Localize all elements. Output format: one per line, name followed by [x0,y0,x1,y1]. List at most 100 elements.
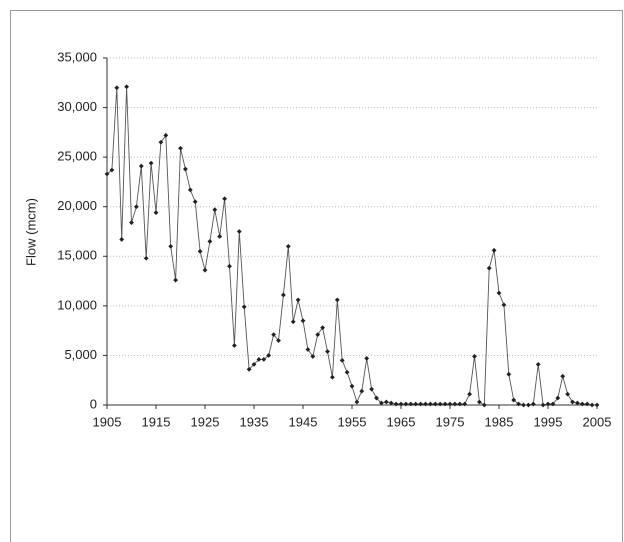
x-tick-label: 1925 [191,414,220,429]
marker [334,297,340,303]
marker [148,160,154,166]
marker [330,374,335,380]
marker [114,85,120,91]
marker [481,402,487,408]
marker [109,167,115,173]
line [106,86,597,406]
marker [261,356,267,362]
marker [227,263,232,269]
marker [315,332,321,338]
marker [138,163,144,169]
x-tick-label: 1985 [485,414,514,429]
x-tick-label: 1955 [338,414,367,429]
marker [398,401,404,407]
y-tick-label: 35,000 [57,49,97,64]
marker [506,371,512,377]
marker [256,356,262,362]
marker [271,332,276,338]
marker [565,391,570,397]
x-tick-label: 1995 [534,414,563,429]
marker [555,395,561,401]
x-tick-label: 1965 [387,414,416,429]
marker [222,196,227,202]
marker [300,318,306,324]
marker [339,357,345,363]
y-tick-label: 30,000 [57,99,97,114]
marker [320,325,325,331]
y-tick-label: 15,000 [57,248,97,263]
marker [457,401,463,407]
marker [403,401,409,407]
marker [570,399,575,405]
marker [369,386,374,392]
marker [526,402,531,408]
marker [589,402,595,408]
marker [535,361,541,367]
marker [364,356,370,361]
y-tick-label: 25,000 [57,149,97,164]
marker [423,401,428,407]
marker [266,353,272,358]
marker [594,402,600,408]
marker [491,247,497,253]
marker [579,401,585,407]
marker [246,366,252,372]
y-tick-label: 10,000 [57,297,97,312]
marker [158,139,164,145]
marker [521,402,526,408]
marker [501,302,507,308]
marker [119,237,125,242]
marker [584,401,590,407]
marker [178,145,183,151]
marker [359,388,365,394]
marker [550,401,556,407]
marker [496,290,502,296]
marker [305,347,311,352]
marker [285,243,291,249]
marker [418,401,423,407]
marker [432,401,438,407]
marker [276,338,281,343]
marker [236,229,242,234]
x-tick-label: 1915 [142,414,171,429]
marker [197,248,203,254]
marker [344,369,350,375]
marker [168,243,174,249]
marker [325,349,330,354]
marker [153,210,159,216]
marker [349,383,355,389]
marker [388,400,394,406]
marker [202,267,208,273]
marker [437,401,443,407]
marker [413,401,419,407]
x-tick-label: 1945 [289,414,318,429]
marker [393,401,399,407]
frame [10,10,623,542]
marker [232,343,237,348]
marker [183,166,188,172]
marker [540,402,546,408]
marker [516,401,521,407]
marker [104,171,110,177]
y-tick-label: 0 [90,396,97,411]
marker [163,132,169,138]
marker [447,401,453,407]
x-tick-label: 1935 [240,414,269,429]
marker [462,401,468,407]
y-tick-label: 20,000 [57,198,97,213]
marker [442,401,448,407]
marker [452,401,458,407]
marker [143,255,149,261]
marker [251,361,257,367]
x-tick-label: 1905 [93,414,122,429]
marker [379,400,384,406]
marker [281,292,286,298]
x-tick-label: 1975 [436,414,465,429]
marker [374,395,379,401]
x-tick-label: 2005 [583,414,612,429]
marker [486,265,492,271]
marker [477,399,482,405]
marker [408,401,414,407]
marker [295,297,301,303]
